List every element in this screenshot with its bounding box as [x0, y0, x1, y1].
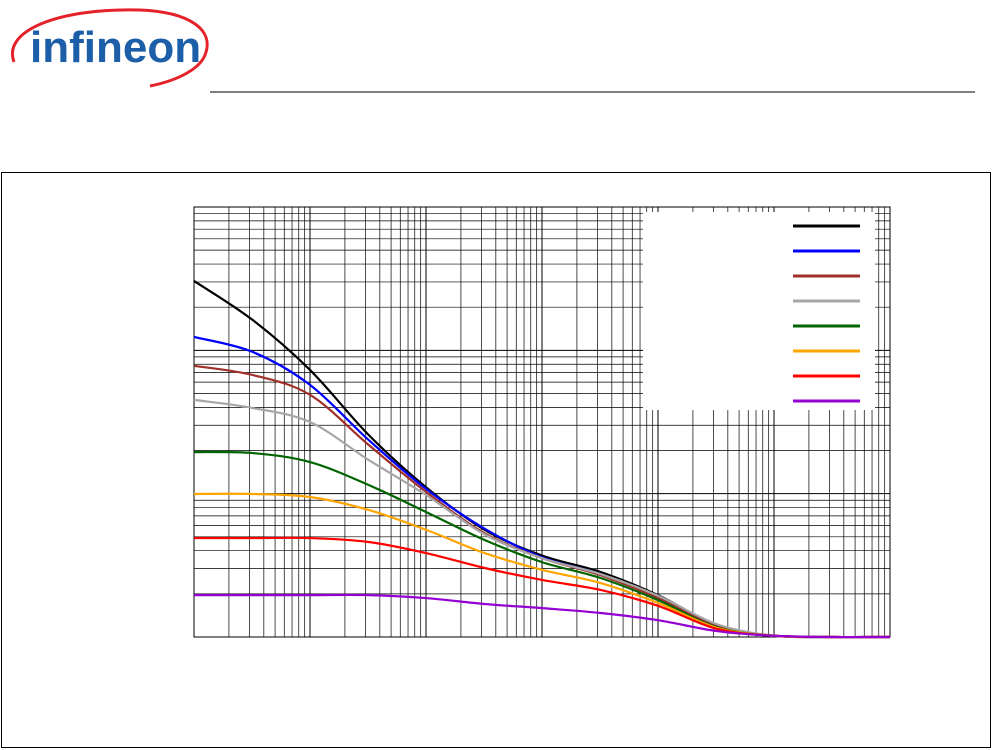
chart-frame — [1, 172, 991, 748]
legend — [643, 212, 875, 410]
logo-swoosh — [10, 8, 209, 88]
logo: infineon — [30, 23, 201, 72]
plot — [193, 212, 891, 639]
data-line — [193, 593, 891, 639]
